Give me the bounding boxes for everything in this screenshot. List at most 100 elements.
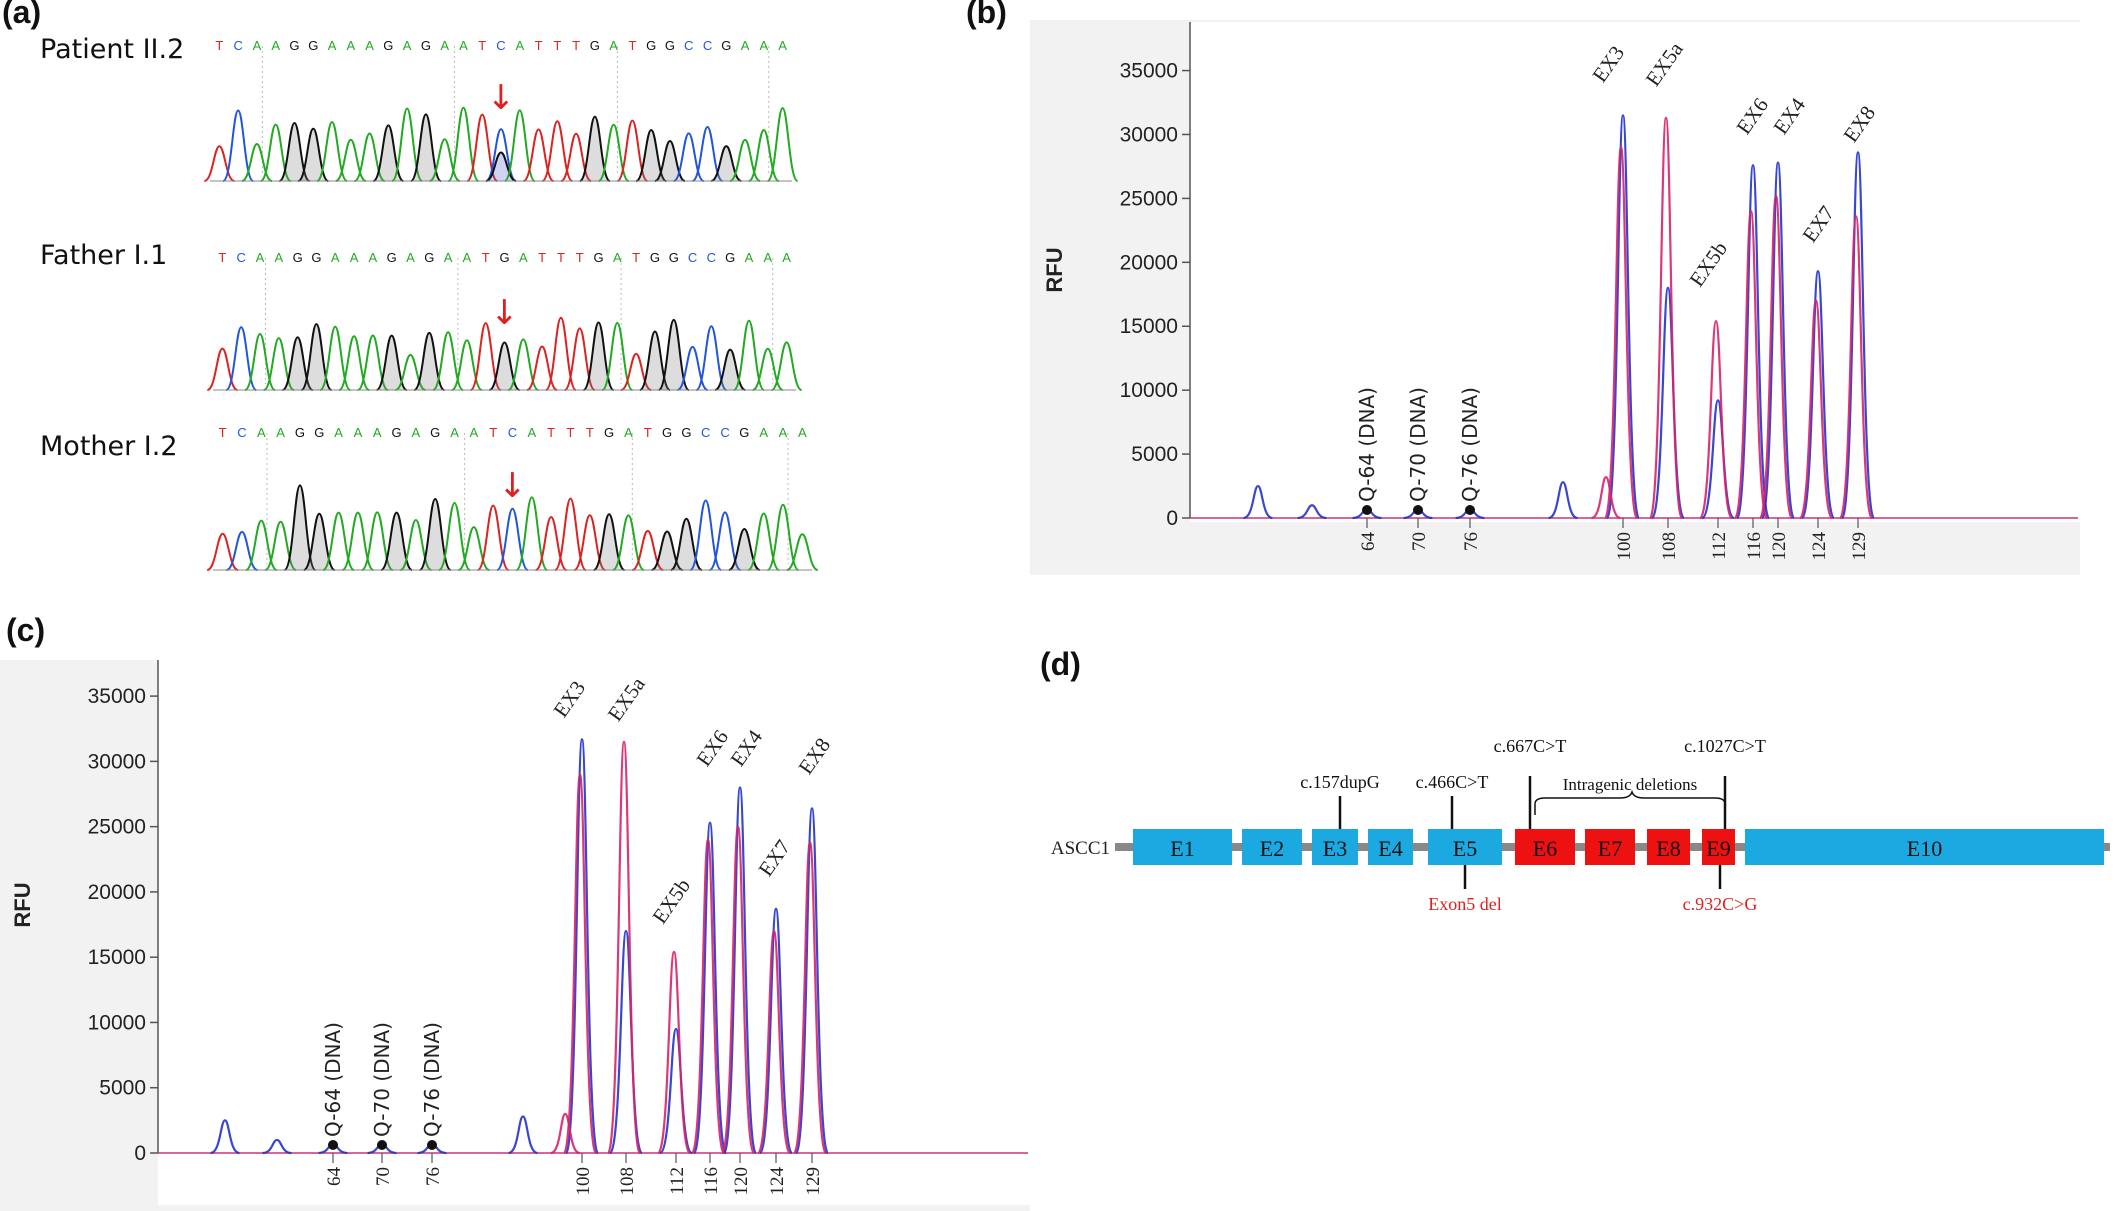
chromatogram-peak (766, 107, 799, 182)
x-tick-label: 76 (423, 1167, 444, 1186)
trace-peak (1603, 146, 1639, 520)
x-tick-label: 100 (1614, 532, 1635, 561)
exon-label: E8 (1656, 836, 1680, 861)
chromatogram-peak (503, 109, 536, 182)
sequence-base: G (593, 250, 603, 265)
exon-box (1585, 829, 1635, 865)
exon-label: E7 (1598, 836, 1622, 861)
control-label: Q-64 (DNA) (321, 1022, 345, 1137)
exon-box (1312, 829, 1358, 865)
bracket-label: Intragenic deletions (1563, 775, 1698, 794)
sequence-base: G (665, 38, 675, 53)
sequence-base: A (782, 250, 791, 265)
exon-label: E9 (1706, 836, 1730, 861)
sequence-base: G (293, 250, 303, 265)
sequence-base: G (499, 250, 509, 265)
sequence-base: G (421, 38, 431, 53)
panel-label-d: (d) (1040, 646, 1081, 682)
exon-label: E5 (1453, 836, 1477, 861)
chromatogram-peak (429, 138, 461, 182)
sequence-base: G (392, 425, 402, 440)
sequence-base: A (328, 38, 337, 53)
sequence-base: A (470, 425, 479, 440)
chromatogram-peak (264, 520, 297, 571)
exon-label: E1 (1170, 836, 1194, 861)
exon-label: E2 (1260, 836, 1284, 861)
sequence-base: A (741, 38, 750, 53)
y-tick-label: 0 (134, 1142, 146, 1165)
control-label: Q-76 (DNA) (420, 1022, 444, 1137)
sequence-base: A (763, 250, 772, 265)
sequence-base: T (535, 38, 543, 53)
trace-peak (1760, 161, 1796, 520)
sequence-base: A (613, 250, 622, 265)
exon-label: E3 (1323, 836, 1347, 861)
variant-label: c.466C>T (1416, 772, 1489, 792)
x-tick-label: 129 (1849, 532, 1870, 561)
sequence-base: G (430, 425, 440, 440)
trace-peak (1605, 114, 1641, 520)
deletion-bracket (1534, 789, 1726, 815)
sequence-base: A (365, 38, 374, 53)
y-tick-label: 30000 (88, 750, 146, 773)
y-tick-label: 25000 (88, 816, 146, 839)
chromatogram-peak (786, 533, 819, 571)
variant-label: c.667C>T (1494, 736, 1567, 756)
control-marker (1465, 505, 1475, 515)
x-tick-label: 70 (373, 1167, 394, 1186)
sequence-base: C (508, 425, 517, 440)
sequence-base: T (482, 250, 490, 265)
variant-label: c.1027C>T (1684, 736, 1766, 756)
chromatogram-peak (203, 145, 235, 182)
trace-peak (1798, 299, 1834, 520)
sequence-base: A (334, 425, 343, 440)
sequence-base: T (572, 38, 580, 53)
trace-peak (720, 825, 756, 1155)
x-tick-label: 124 (1809, 532, 1830, 561)
sequence-base: T (489, 425, 497, 440)
chromatogram-peak (283, 484, 317, 571)
trace-peak (756, 929, 792, 1155)
sequence-base: A (331, 250, 340, 265)
sequence-base: T (538, 250, 546, 265)
trace-peak (656, 950, 692, 1155)
y-axis-label: RFU (1042, 247, 1067, 292)
sequence-base: G (314, 425, 324, 440)
sequence-base: G (725, 250, 735, 265)
trace-peak (1548, 481, 1578, 520)
control-label: Q-70 (DNA) (370, 1022, 394, 1137)
trace-peak (1735, 164, 1771, 520)
sequence-base: G (669, 250, 679, 265)
exon-label: E4 (1378, 836, 1402, 861)
y-tick-label: 5000 (99, 1077, 146, 1100)
sequence-base: G (646, 38, 656, 53)
exon-box (1428, 829, 1502, 865)
exon-box (1745, 829, 2104, 865)
sequence-base: A (253, 38, 262, 53)
chromatogram-peak (316, 120, 349, 182)
exon-box (1133, 829, 1232, 865)
variant-label: c.157dupG (1300, 772, 1380, 792)
panel-label-a: (a) (2, 0, 42, 30)
y-tick-label: 0 (1166, 507, 1178, 530)
y-tick-label: 35000 (88, 685, 146, 708)
chromatogram-peak (409, 113, 442, 182)
trace-peak (1838, 215, 1874, 520)
variant-arrow: ↓ (487, 78, 516, 118)
chromatogram-peak (657, 318, 690, 391)
x-tick-label: 116 (1744, 532, 1765, 560)
y-tick-label: 15000 (1120, 315, 1178, 338)
trace-peak (1243, 484, 1273, 520)
y-tick-label: 15000 (88, 946, 146, 969)
trace-peak (792, 841, 828, 1155)
plot-area (1190, 22, 2080, 522)
sequence-base: A (346, 38, 355, 53)
sequence-base: T (478, 38, 486, 53)
trace-peak (564, 738, 600, 1155)
trace-peak (1758, 194, 1794, 520)
control-label: Q-70 (DNA) (1406, 387, 1430, 502)
sequence-base: A (256, 250, 265, 265)
